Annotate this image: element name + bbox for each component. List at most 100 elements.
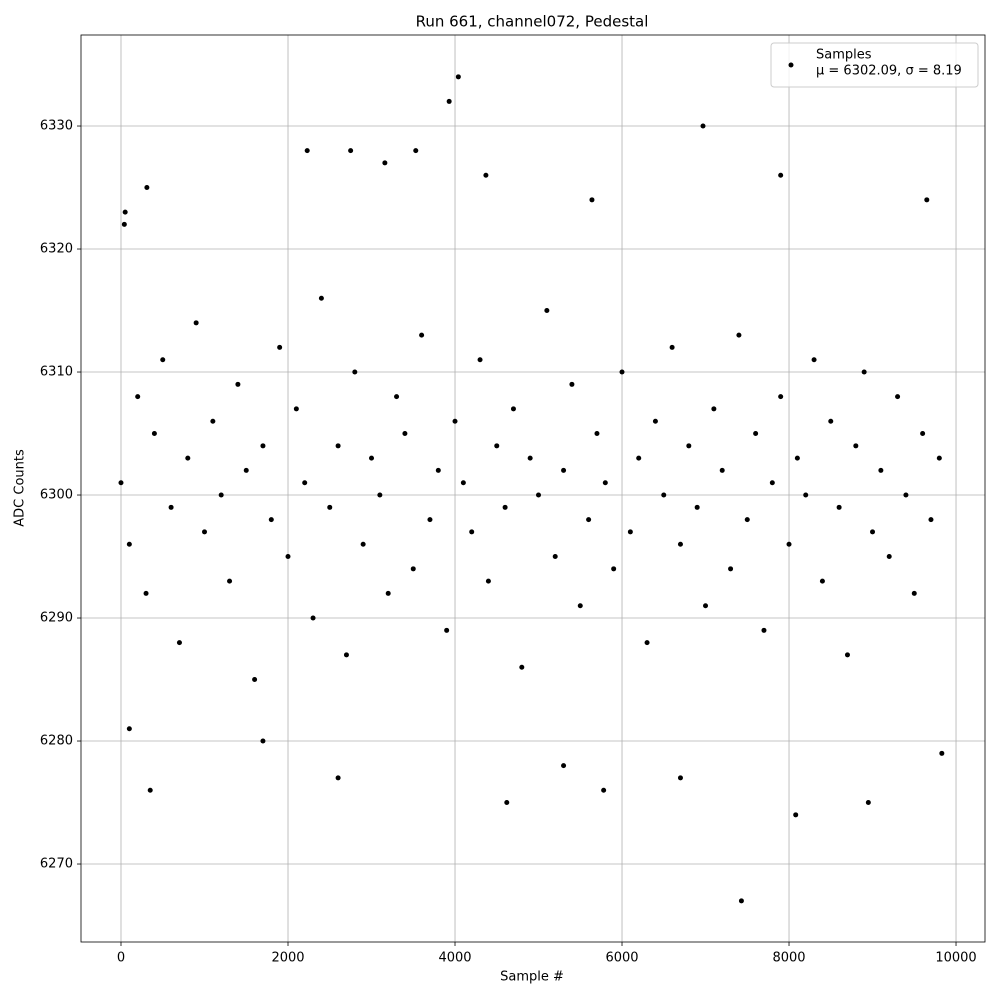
point (544, 308, 550, 314)
point (460, 480, 466, 486)
point (452, 418, 458, 424)
y-tick-label: 6280 (40, 734, 73, 749)
point (828, 418, 834, 424)
point (410, 566, 416, 572)
point (419, 332, 425, 338)
points-layer (118, 74, 945, 904)
legend-note: μ = 6302.09, σ = 8.19 (816, 64, 962, 79)
point (661, 492, 667, 498)
point (819, 578, 825, 584)
point (427, 517, 433, 523)
y-tick-label: 6330 (40, 119, 73, 134)
point (561, 763, 567, 769)
point (601, 787, 607, 793)
point (924, 197, 930, 203)
point (235, 381, 241, 387)
point (611, 566, 617, 572)
point (143, 590, 149, 596)
grid-layer (81, 35, 985, 942)
point (865, 800, 871, 806)
point (293, 406, 299, 412)
point (382, 160, 388, 166)
point (769, 480, 775, 486)
point (728, 566, 734, 572)
point (304, 148, 310, 154)
point (793, 812, 799, 818)
point (694, 504, 700, 510)
point (310, 615, 316, 621)
point (939, 750, 945, 756)
point (700, 123, 706, 129)
legend-box (770, 42, 979, 88)
point (886, 554, 892, 560)
y-tick-label: 6290 (40, 611, 73, 626)
point (502, 504, 508, 510)
legend: Samples μ = 6302.09, σ = 8.19 (770, 42, 979, 88)
point (744, 517, 750, 523)
point (218, 492, 224, 498)
point (844, 652, 850, 658)
y-tick-label: 6320 (40, 242, 73, 257)
point (118, 480, 124, 486)
point (318, 295, 324, 301)
point (202, 529, 208, 535)
point (569, 381, 575, 387)
point (335, 775, 341, 781)
point (327, 504, 333, 510)
point (260, 443, 266, 449)
point (936, 455, 942, 461)
point (589, 197, 595, 203)
point (928, 517, 934, 523)
point (903, 492, 909, 498)
point (210, 418, 216, 424)
point (627, 529, 633, 535)
point (552, 554, 558, 560)
point (483, 172, 489, 178)
y-tick-label: 6300 (40, 488, 73, 503)
point (738, 898, 744, 904)
point (360, 541, 366, 547)
point (527, 455, 533, 461)
point (895, 394, 901, 400)
point (619, 369, 625, 375)
point (469, 529, 475, 535)
point (335, 443, 341, 449)
point (369, 455, 375, 461)
point (168, 504, 174, 510)
point (343, 652, 349, 658)
point (243, 467, 249, 473)
point (703, 603, 709, 609)
point (260, 738, 266, 744)
x-tick-label: 6000 (605, 951, 638, 966)
point (402, 431, 408, 437)
point (636, 455, 642, 461)
point (870, 529, 876, 535)
point (602, 480, 608, 486)
point (761, 627, 767, 633)
chart-title: Run 661, channel072, Pedestal (416, 13, 649, 31)
point (577, 603, 583, 609)
point (302, 480, 308, 486)
y-axis-label: ADC Counts (13, 449, 28, 527)
point (677, 541, 683, 547)
point (413, 148, 419, 154)
point (561, 467, 567, 473)
point (719, 467, 725, 473)
point (122, 209, 128, 215)
point (151, 431, 157, 437)
x-axis-label: Sample # (500, 970, 564, 985)
point (652, 418, 658, 424)
point (519, 664, 525, 670)
point (477, 357, 483, 363)
point (644, 640, 650, 646)
y-tick-label: 6310 (40, 365, 73, 380)
point (377, 492, 383, 498)
point (853, 443, 859, 449)
point (920, 431, 926, 437)
point (176, 640, 182, 646)
point (277, 344, 283, 350)
point (268, 517, 274, 523)
point (911, 590, 917, 596)
